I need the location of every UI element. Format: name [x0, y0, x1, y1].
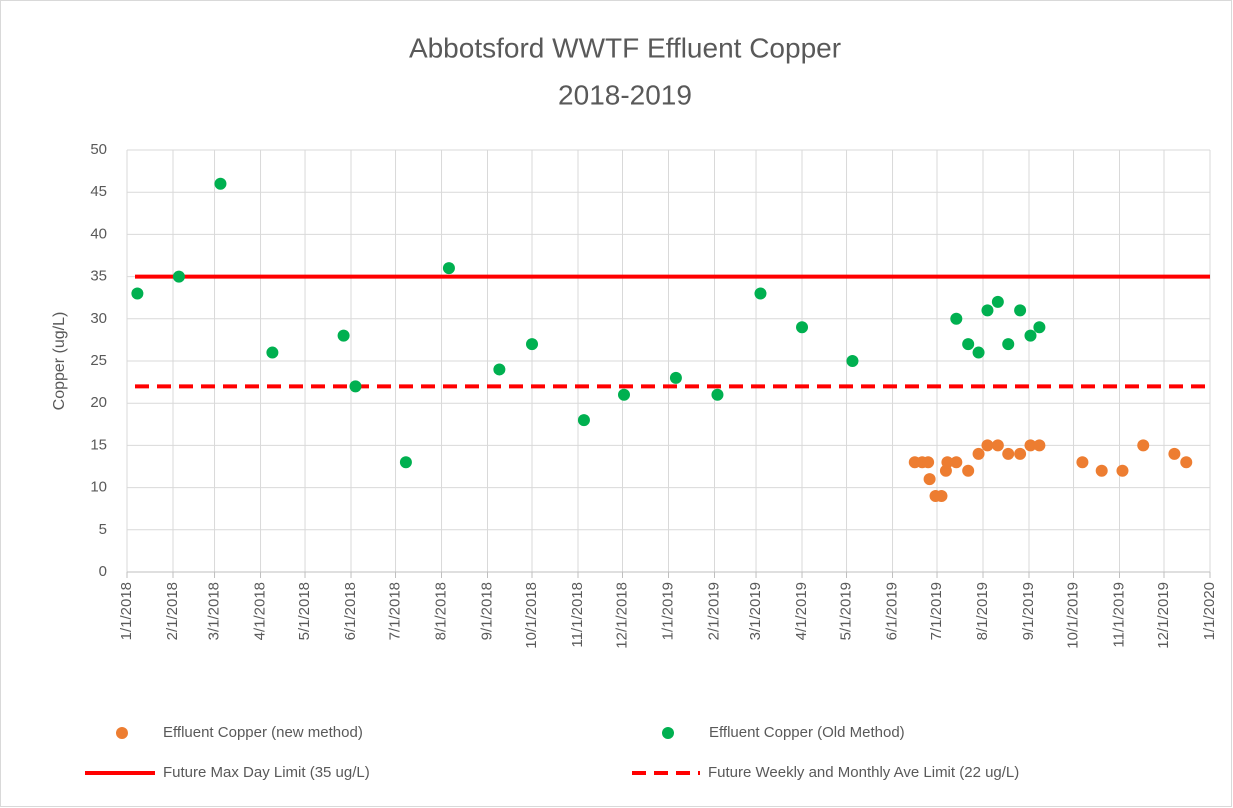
data-point: [1014, 304, 1027, 317]
data-point: [349, 380, 362, 393]
data-point: [1180, 456, 1193, 469]
x-tick-label: 11/1/2018: [569, 582, 586, 648]
legend-label: Future Max Day Limit (35 ug/L): [163, 764, 370, 781]
x-tick-label: 7/1/2018: [386, 582, 403, 640]
x-tick-label: 9/1/2019: [1020, 582, 1037, 640]
data-point: [266, 346, 279, 359]
data-point: [972, 346, 985, 359]
data-point: [846, 355, 859, 367]
x-tick-label: 7/1/2019: [928, 582, 945, 640]
data-point: [1033, 321, 1046, 334]
data-point: [981, 439, 994, 452]
data-point: [972, 447, 985, 460]
data-point: [962, 464, 975, 477]
x-tick-label: 10/1/2019: [1064, 582, 1081, 649]
y-tick-label: 50: [90, 141, 107, 158]
legend-label: Effluent Copper (Old Method): [709, 724, 905, 741]
x-tick-label: 12/1/2018: [613, 582, 630, 649]
data-point: [493, 363, 506, 376]
data-point: [1033, 439, 1046, 452]
data-point: [711, 388, 724, 401]
data-point: [941, 456, 954, 469]
y-tick-label: 20: [90, 394, 107, 411]
x-tick-label: 11/1/2019: [1110, 582, 1127, 648]
y-tick-label: 0: [99, 563, 107, 580]
y-tick-label: 30: [90, 310, 107, 327]
data-point: [935, 490, 948, 503]
data-point: [399, 456, 412, 469]
y-tick-label: 10: [90, 479, 107, 496]
x-tick-label: 5/1/2019: [837, 582, 854, 640]
legend-label: Future Weekly and Monthly Ave Limit (22 …: [708, 764, 1019, 781]
data-point: [991, 295, 1004, 308]
data-point: [991, 439, 1004, 452]
data-point: [617, 388, 630, 401]
y-tick-label: 40: [90, 225, 107, 242]
data-point: [669, 371, 682, 384]
x-tick-label: 6/1/2019: [883, 582, 900, 640]
y-tick-label: 25: [90, 352, 107, 369]
x-tick-label: 3/1/2018: [205, 582, 222, 640]
data-point: [950, 312, 963, 325]
data-point: [1002, 338, 1015, 351]
x-tick-label: 12/1/2019: [1155, 582, 1172, 649]
x-tick-label: 8/1/2018: [432, 582, 449, 640]
data-point: [1137, 439, 1150, 452]
y-tick-label: 45: [90, 183, 107, 200]
data-point: [922, 456, 935, 469]
x-tick-label: 2/1/2018: [164, 582, 181, 640]
data-point: [962, 338, 975, 351]
x-tick-label: 4/1/2019: [793, 582, 810, 640]
legend-marker: [116, 727, 128, 739]
data-point: [172, 270, 185, 283]
data-point: [1024, 439, 1037, 452]
x-tick-label: 2/1/2019: [705, 582, 722, 640]
data-point: [337, 329, 350, 342]
data-point: [1116, 464, 1129, 477]
y-tick-label: 35: [90, 268, 107, 285]
chart-subtitle: 2018-2019: [558, 79, 692, 110]
y-axis-label: Copper (ug/L): [51, 312, 68, 411]
data-point: [1024, 329, 1037, 342]
data-point: [577, 414, 590, 427]
data-point: [1076, 456, 1089, 469]
x-tick-label: 1/1/2020: [1201, 582, 1218, 640]
data-point: [981, 304, 994, 317]
x-tick-label: 9/1/2018: [478, 582, 495, 640]
legend-label: Effluent Copper (new method): [163, 724, 363, 741]
x-tick-label: 1/1/2019: [659, 582, 676, 640]
data-point: [442, 262, 455, 275]
x-tick-label: 4/1/2018: [251, 582, 268, 640]
x-tick-label: 10/1/2018: [523, 582, 540, 649]
data-point: [923, 473, 936, 486]
x-tick-label: 3/1/2019: [747, 582, 764, 640]
data-point: [1095, 464, 1108, 477]
data-point: [796, 321, 809, 334]
data-point: [1002, 447, 1015, 460]
data-point: [131, 287, 144, 300]
data-point: [526, 338, 539, 351]
data-point: [214, 177, 227, 190]
x-tick-label: 5/1/2018: [296, 582, 313, 640]
x-tick-label: 6/1/2018: [342, 582, 359, 640]
data-point: [1014, 447, 1027, 460]
y-tick-label: 15: [90, 436, 107, 453]
chart-title: Abbotsford WWTF Effluent Copper: [409, 32, 841, 63]
x-tick-label: 1/1/2018: [118, 582, 135, 640]
x-tick-label: 8/1/2019: [974, 582, 991, 640]
data-point: [950, 456, 963, 469]
data-point: [754, 287, 767, 300]
data-point: [1168, 447, 1181, 460]
y-tick-label: 5: [99, 521, 107, 538]
legend-marker: [662, 727, 674, 739]
